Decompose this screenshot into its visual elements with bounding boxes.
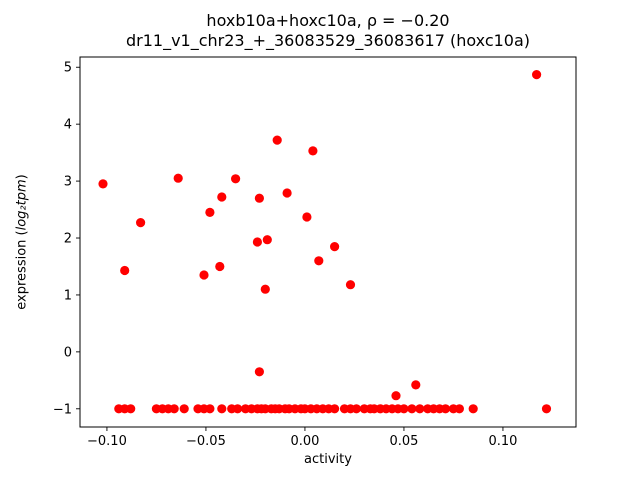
y-tick-label: 4	[64, 118, 72, 133]
data-point	[173, 173, 183, 183]
data-point	[233, 404, 243, 414]
data-point	[351, 404, 361, 414]
data-point	[415, 404, 425, 414]
data-point	[215, 261, 225, 272]
data-point	[205, 404, 215, 414]
data-point	[440, 404, 451, 414]
data-point	[262, 235, 272, 245]
data-point	[407, 404, 417, 414]
data-point	[532, 70, 542, 80]
y-tick-label: 3	[64, 175, 72, 190]
data-point	[399, 404, 409, 414]
data-point	[169, 404, 179, 414]
data-point	[468, 404, 478, 414]
chart-title: hoxb10a+hoxc10a, ρ = −0.20	[206, 11, 450, 30]
data-point	[411, 380, 421, 390]
data-point	[345, 280, 356, 290]
data-point	[231, 174, 241, 184]
data-point	[308, 146, 318, 156]
y-tick-label: 2	[64, 232, 72, 247]
y-tick-label: 0	[64, 345, 72, 360]
data-point	[454, 404, 464, 414]
data-point	[272, 135, 282, 145]
y-axis-label: expression (log₂tpm)	[14, 174, 30, 310]
data-point	[314, 256, 324, 266]
data-point	[260, 284, 270, 294]
data-point	[179, 404, 189, 414]
x-tick-label: −0.10	[87, 434, 127, 449]
data-point	[282, 188, 292, 198]
x-tick-label: 0.00	[290, 434, 319, 449]
x-tick-label: 0.05	[389, 434, 418, 449]
data-point	[217, 192, 227, 202]
x-tick-label: −0.05	[186, 434, 226, 449]
y-tick-label: −1	[53, 402, 72, 417]
data-point	[252, 237, 262, 247]
data-point	[541, 404, 552, 414]
data-point	[217, 404, 227, 414]
chart-subtitle: dr11_v1_chr23_+_36083529_36083617 (hoxc1…	[125, 31, 531, 50]
data-point	[126, 404, 136, 414]
data-point	[120, 265, 130, 276]
data-point	[136, 218, 146, 228]
y-tick-label: 5	[64, 61, 72, 76]
data-point	[98, 179, 108, 189]
data-point	[330, 242, 340, 252]
data-point	[391, 391, 401, 401]
x-tick-label: 0.10	[488, 434, 517, 449]
data-point	[205, 207, 215, 217]
data-point	[302, 212, 312, 222]
data-point	[254, 367, 264, 377]
plot-area	[79, 56, 577, 428]
data-point	[330, 404, 340, 414]
y-tick-label: 1	[64, 288, 72, 303]
x-axis-label: activity	[304, 452, 352, 467]
data-point	[199, 270, 209, 280]
data-point	[254, 193, 264, 203]
